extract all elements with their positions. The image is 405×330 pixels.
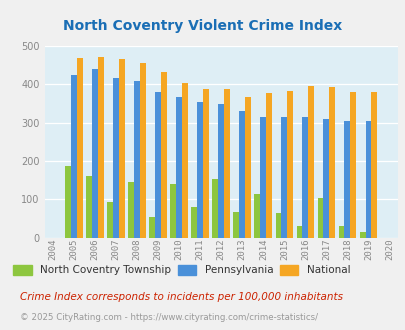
Bar (245, 97, 251, 238)
Bar (364, 121, 371, 238)
Bar (343, 121, 350, 238)
Bar (371, 92, 376, 238)
Bar (161, 72, 166, 238)
Bar (149, 216, 155, 238)
Bar (239, 111, 245, 238)
Bar (254, 194, 260, 238)
Bar (323, 118, 328, 238)
Bar (113, 78, 119, 238)
Bar (287, 91, 292, 238)
Bar (317, 198, 323, 238)
Bar (65, 166, 71, 238)
Bar (359, 232, 364, 238)
Bar (307, 85, 313, 238)
Bar (224, 89, 230, 238)
Bar (233, 212, 239, 238)
Text: Crime Index corresponds to incidents per 100,000 inhabitants: Crime Index corresponds to incidents per… (20, 292, 343, 302)
Text: North Coventry Violent Crime Index: North Coventry Violent Crime Index (63, 19, 342, 33)
Bar (328, 87, 335, 238)
Bar (92, 69, 98, 238)
Text: © 2025 CityRating.com - https://www.cityrating.com/crime-statistics/: © 2025 CityRating.com - https://www.city… (20, 313, 318, 322)
Bar (266, 93, 271, 238)
Bar (275, 213, 281, 238)
Bar (191, 207, 197, 238)
Bar (218, 104, 224, 238)
Bar (260, 117, 266, 238)
Bar (134, 82, 140, 238)
Bar (77, 58, 83, 238)
Bar (155, 92, 161, 238)
Bar (128, 182, 134, 238)
Bar (302, 117, 307, 238)
Bar (338, 226, 343, 238)
Bar (350, 92, 355, 238)
Bar (71, 75, 77, 238)
Bar (202, 89, 209, 238)
Bar (212, 179, 218, 238)
Bar (107, 202, 113, 238)
Bar (119, 59, 125, 238)
Bar (182, 82, 188, 238)
Bar (98, 56, 104, 238)
Bar (86, 176, 92, 238)
Bar (296, 226, 302, 238)
Bar (197, 102, 202, 238)
Bar (176, 97, 182, 238)
Bar (170, 184, 176, 238)
Legend: North Coventry Township, Pennsylvania, National: North Coventry Township, Pennsylvania, N… (13, 265, 350, 275)
Bar (281, 117, 287, 238)
Bar (140, 63, 146, 238)
